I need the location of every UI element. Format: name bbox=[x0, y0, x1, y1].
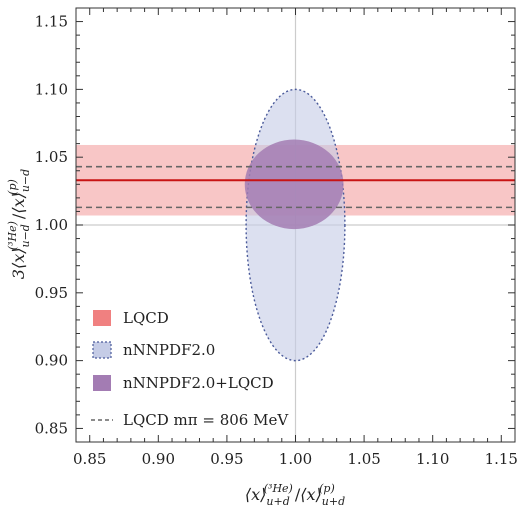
axes: 0.85 0.90 0.95 1.00 1.05 1.10 1.15 0.85 0.90 0.95… bbox=[35, 7, 518, 468]
x-tick-label: 1.00 bbox=[279, 450, 312, 468]
plot-area bbox=[76, 8, 515, 442]
y-tick-label: 0.95 bbox=[35, 284, 68, 302]
legend-swatch-nnnpdf20 bbox=[92, 341, 112, 359]
legend-swatch-nnnpdf20-lqcd bbox=[93, 375, 111, 391]
legend-label: nNNPDF2.0+LQCD bbox=[123, 374, 274, 392]
y-tick-label: 1.05 bbox=[35, 148, 68, 166]
x-tick-label: 0.85 bbox=[73, 450, 106, 468]
y-tick-label: 1.15 bbox=[35, 13, 68, 31]
nnnpdf20-lqcd-ellipse bbox=[244, 139, 344, 230]
legend-label: LQCD mπ = 806 MeV bbox=[123, 411, 289, 429]
x-axis-label: ⟨x⟩u+d(³He)/⟨x⟩u+d(p) bbox=[245, 482, 345, 508]
x-tick-label: 1.10 bbox=[416, 450, 449, 468]
legend-label: LQCD bbox=[123, 309, 169, 327]
x-tick-label: 1.05 bbox=[347, 450, 380, 468]
y-axis-label: 3⟨x⟩u−d(³He)/⟨x⟩u−d(p) bbox=[6, 169, 32, 279]
x-tick-label: 1.15 bbox=[485, 450, 518, 468]
y-tick-label: 1.10 bbox=[35, 80, 68, 98]
y-tick-label: 0.90 bbox=[35, 352, 68, 370]
legend-swatch-lqcd bbox=[93, 310, 111, 326]
y-tick-label: 1.00 bbox=[35, 216, 68, 234]
legend-label: nNNPDF2.0 bbox=[123, 341, 215, 359]
legend: LQCD nNNPDF2.0 nNNPDF2.0+LQCD LQCD mπ = 806… bbox=[91, 309, 289, 429]
x-tick-label: 0.90 bbox=[142, 450, 175, 468]
x-tick-label: 0.95 bbox=[210, 450, 243, 468]
y-tick-label: 0.85 bbox=[35, 419, 68, 437]
